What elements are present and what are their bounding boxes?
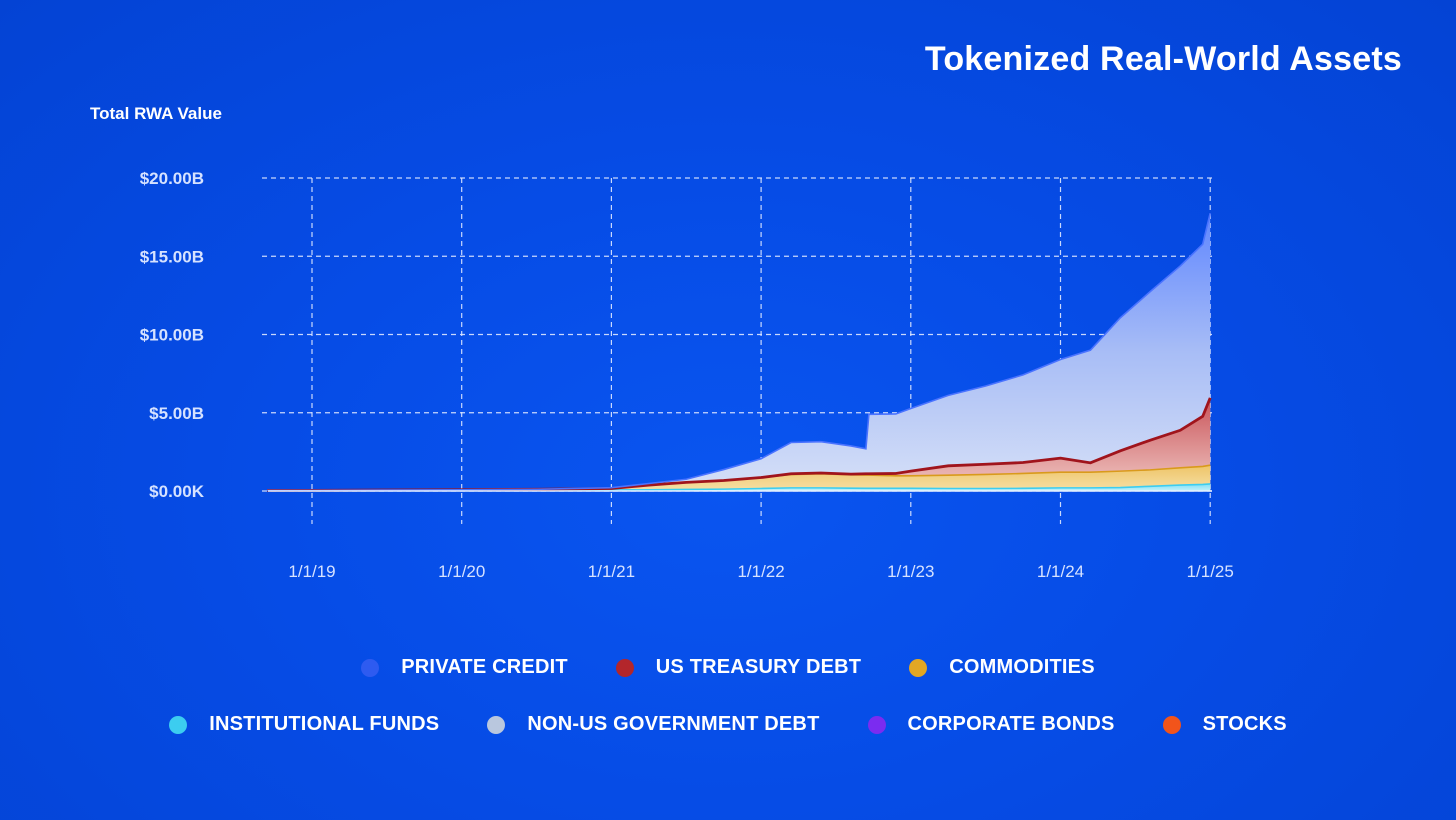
area-commodities: [267, 465, 1211, 491]
area-us-treasury-debt: [267, 397, 1211, 491]
line-private-credit: [267, 213, 1211, 492]
area-private-credit: [267, 213, 1211, 491]
legend-swatch-non-us-government-debt: [487, 715, 506, 734]
legend-swatch-private-credit: [361, 658, 380, 677]
y-tick-label: $0.00K: [149, 482, 205, 501]
legend-label: STOCKS: [1202, 713, 1287, 735]
legend-row-2: INSTITUTIONAL FUNDS NON-US GOVERNMENT DE…: [0, 713, 1456, 736]
y-tick-label: $5.00B: [149, 404, 204, 423]
legend-label: US TREASURY DEBT: [655, 656, 862, 678]
legend-item-non-us-government-debt[interactable]: NON-US GOVERNMENT DEBT: [487, 713, 819, 736]
legend-label: COMMODITIES: [949, 656, 1095, 678]
legend-label: CORPORATE BONDS: [907, 713, 1115, 735]
x-tick-label: 1/1/24: [1037, 562, 1084, 581]
y-tick-label: $10.00B: [140, 326, 204, 345]
y-tick-label: $15.00B: [140, 247, 204, 266]
legend-item-private-credit[interactable]: PRIVATE CREDIT: [361, 656, 568, 679]
legend-item-stocks[interactable]: STOCKS: [1162, 713, 1287, 736]
legend-label: NON-US GOVERNMENT DEBT: [527, 713, 820, 735]
legend-item-institutional-funds[interactable]: INSTITUTIONAL FUNDS: [169, 713, 439, 736]
rwa-area-chart: $0.00K $5.00B $10.00B $15.00B $20.00B 1/1/19 1…: [140, 169, 1234, 581]
legend-item-corporate-bonds[interactable]: CORPORATE BONDS: [867, 713, 1115, 736]
x-tick-label: 1/1/23: [887, 562, 934, 581]
legend-item-us-treasury-debt[interactable]: US TREASURY DEBT: [615, 656, 862, 679]
x-tick-label: 1/1/21: [588, 562, 635, 581]
y-tick-label: $20.00B: [140, 169, 204, 188]
legend-swatch-stocks: [1162, 715, 1181, 734]
legend-label: INSTITUTIONAL FUNDS: [209, 713, 440, 735]
legend-swatch-corporate-bonds: [867, 715, 886, 734]
x-tick-label: 1/1/22: [737, 562, 784, 581]
x-tick-label: 1/1/25: [1187, 562, 1234, 581]
x-tick-label: 1/1/19: [288, 562, 335, 581]
legend-swatch-us-treasury-debt: [615, 658, 634, 677]
y-axis-title: Total RWA Value: [90, 104, 222, 123]
legend-swatch-commodities: [909, 658, 928, 677]
legend-row-1: PRIVATE CREDIT US TREASURY DEBT COMMODIT…: [0, 656, 1456, 679]
legend-item-commodities[interactable]: COMMODITIES: [909, 656, 1095, 679]
page-title: Tokenized Real-World Assets: [924, 40, 1402, 78]
legend-label: PRIVATE CREDIT: [401, 656, 568, 678]
x-tick-label: 1/1/20: [438, 562, 485, 581]
legend-swatch-institutional-funds: [169, 715, 188, 734]
